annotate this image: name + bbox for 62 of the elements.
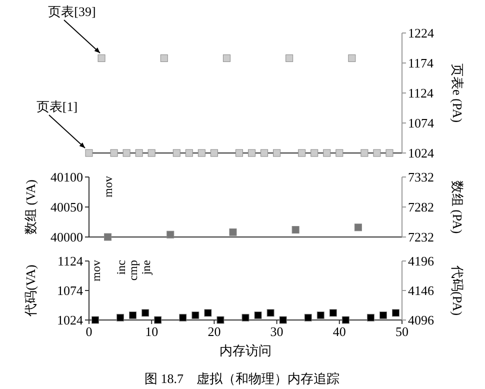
x-tick-label: 40 <box>332 324 346 339</box>
y2-tick-label: 1074 <box>408 116 434 130</box>
annotation: inc <box>114 260 128 275</box>
y2-tick-label: 7232 <box>408 230 434 244</box>
point <box>154 316 162 324</box>
text: 页表[39] <box>48 4 96 19</box>
x-tick-label: 50 <box>396 324 408 339</box>
y2-tick-label: 1224 <box>408 26 434 40</box>
x-tick-label: 30 <box>270 324 284 339</box>
point <box>316 312 324 320</box>
annotation: jne <box>139 260 153 276</box>
point <box>329 309 337 317</box>
text: 页表[1] <box>36 99 78 114</box>
point <box>354 224 362 232</box>
y2-tick-label: 1124 <box>408 86 434 100</box>
y2-tick-label: 1024 <box>408 146 434 160</box>
y2-tick-label: 4096 <box>408 312 434 328</box>
annotation: cmp <box>126 260 140 281</box>
y2-tick-label: 4196 <box>408 254 434 268</box>
annotation: mov <box>101 176 115 198</box>
point <box>129 312 137 320</box>
point <box>342 316 350 324</box>
point <box>179 314 187 322</box>
y-tick-label: 40100 <box>50 170 83 184</box>
y-tick-label: 1124 <box>57 254 84 268</box>
point <box>92 316 100 324</box>
y-tick-label: 40050 <box>50 200 83 214</box>
point <box>392 309 400 317</box>
y2-tick-label: 4146 <box>408 283 434 298</box>
point <box>292 226 300 234</box>
y-tick-label: 1074 <box>57 283 84 298</box>
y-tick-label: 1024 <box>57 312 84 328</box>
y2-axis-title: 页表e (PA) <box>450 63 465 123</box>
caption: 图 18.7 虚拟（和物理）内存追踪 <box>144 371 340 386</box>
point <box>204 309 212 317</box>
point <box>216 316 224 324</box>
annotation: mov <box>89 260 103 282</box>
y-tick-label: 40000 <box>50 230 83 244</box>
point <box>116 314 124 322</box>
point <box>104 233 112 241</box>
y2-tick-label: 7282 <box>408 200 434 214</box>
x-tick-label: 0 <box>86 324 92 339</box>
point <box>366 314 374 322</box>
point <box>254 312 262 320</box>
point <box>379 312 387 320</box>
point <box>192 312 200 320</box>
point <box>166 230 174 238</box>
y2-axis-title: 代码(PA) <box>450 264 465 316</box>
x-tick-label: 20 <box>208 324 221 339</box>
y-axis-title: 数组 (VA) <box>23 179 38 235</box>
x-axis-title: 内存访问 <box>220 343 272 358</box>
y2-tick-label: 7332 <box>408 170 434 184</box>
y2-tick-label: 1174 <box>408 56 434 70</box>
point <box>229 228 237 236</box>
y2-axis-title: 数组 (PA) <box>450 180 465 234</box>
x-tick-label: 10 <box>145 324 158 339</box>
point <box>142 309 150 317</box>
point <box>242 314 250 322</box>
y-axis-title: 代码(VA) <box>23 264 38 318</box>
point <box>304 314 312 322</box>
point <box>266 309 274 317</box>
point <box>279 316 287 324</box>
